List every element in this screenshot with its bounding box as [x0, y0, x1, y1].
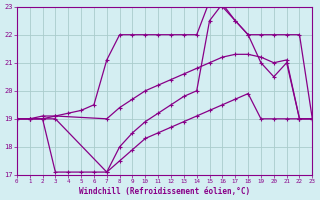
X-axis label: Windchill (Refroidissement éolien,°C): Windchill (Refroidissement éolien,°C): [79, 187, 250, 196]
